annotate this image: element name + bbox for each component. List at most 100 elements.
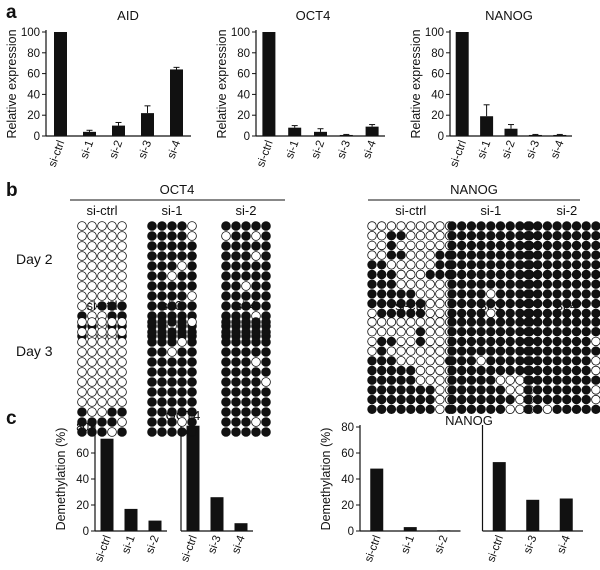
unmethylated-cpg	[396, 327, 406, 337]
methylated-cpg	[571, 230, 582, 241]
methylated-cpg	[542, 346, 553, 356]
methylated-cpg	[167, 417, 177, 427]
unmethylated-cpg	[251, 357, 261, 367]
methylated-cpg	[505, 336, 515, 347]
methylated-cpg	[221, 377, 231, 387]
methylated-cpg	[221, 327, 231, 337]
methylated-cpg	[261, 221, 271, 231]
methylated-cpg	[591, 327, 600, 337]
methylated-cpg	[581, 289, 591, 299]
x-tick-label: si-1	[120, 534, 138, 556]
methylated-cpg	[476, 327, 486, 337]
methylated-cpg	[581, 394, 591, 405]
methylated-cpg	[147, 427, 157, 437]
unmethylated-cpg	[87, 231, 97, 241]
methylated-cpg	[505, 240, 515, 251]
methylated-cpg	[177, 327, 187, 337]
unmethylated-cpg	[415, 289, 426, 299]
methylated-cpg	[167, 407, 177, 417]
unmethylated-cpg	[425, 230, 435, 241]
methylated-cpg	[177, 407, 187, 417]
y-tick-label: 100	[425, 27, 444, 39]
methylated-cpg	[495, 279, 506, 289]
grid-nanog-day3-1: si-ctrl	[367, 298, 455, 415]
methylated-cpg	[386, 336, 397, 347]
methylated-cpg	[542, 240, 553, 251]
unmethylated-cpg	[396, 317, 406, 327]
methylated-cpg	[591, 279, 600, 289]
methylated-cpg	[447, 375, 457, 385]
methylated-cpg	[571, 317, 582, 327]
methylated-cpg	[261, 337, 271, 347]
unmethylated-cpg	[406, 250, 416, 260]
y-tick-label: 40	[341, 474, 354, 486]
bar	[559, 498, 573, 531]
methylated-cpg	[476, 221, 486, 231]
methylated-cpg	[533, 240, 543, 251]
unmethylated-cpg	[77, 281, 87, 291]
methylated-cpg	[486, 230, 496, 241]
unmethylated-cpg	[117, 221, 127, 231]
methylated-cpg	[167, 231, 177, 241]
methylated-cpg	[221, 407, 231, 417]
methylated-cpg	[571, 269, 582, 280]
unmethylated-cpg	[107, 251, 117, 261]
methylated-cpg	[447, 336, 457, 347]
methylated-cpg	[466, 230, 477, 241]
methylated-cpg	[367, 298, 377, 309]
methylated-cpg	[447, 260, 457, 270]
y-tick-label: 60	[27, 69, 40, 81]
methylated-cpg	[562, 356, 572, 366]
methylated-cpg	[147, 291, 157, 301]
methylated-cpg	[241, 271, 251, 281]
methylated-cpg	[396, 375, 406, 385]
methylated-cpg	[457, 250, 467, 260]
methylated-cpg	[425, 269, 435, 280]
methylated-cpg	[386, 356, 397, 366]
methylated-cpg	[241, 387, 251, 397]
methylated-cpg	[157, 337, 167, 347]
methylated-cpg	[167, 317, 177, 327]
methylated-cpg	[157, 347, 167, 357]
methylated-cpg	[241, 337, 251, 347]
unmethylated-cpg	[107, 317, 117, 327]
methylated-cpg	[562, 317, 572, 327]
methylated-cpg	[251, 407, 261, 417]
methylated-cpg	[377, 365, 387, 376]
unmethylated-cpg	[97, 317, 107, 327]
methylated-cpg	[552, 336, 562, 347]
unmethylated-cpg	[87, 407, 97, 417]
methylated-cpg	[167, 337, 177, 347]
methylated-cpg	[457, 404, 467, 415]
x-tick-label: si-4	[549, 138, 567, 160]
unmethylated-cpg	[87, 271, 97, 281]
unmethylated-cpg	[97, 407, 107, 417]
grid-column-label: si-1	[162, 203, 183, 218]
grid-column-label: si-3	[162, 298, 183, 313]
unmethylated-cpg	[97, 367, 107, 377]
unmethylated-cpg	[396, 336, 406, 347]
unmethylated-cpg	[406, 346, 416, 356]
unmethylated-cpg	[435, 221, 445, 231]
methylated-cpg	[523, 346, 533, 356]
unmethylated-cpg	[425, 279, 435, 289]
methylated-cpg	[231, 301, 241, 311]
methylated-cpg	[581, 317, 591, 327]
methylated-cpg	[386, 298, 397, 309]
methylated-cpg	[533, 298, 543, 309]
methylated-cpg	[147, 241, 157, 251]
unmethylated-cpg	[167, 271, 177, 281]
methylated-cpg	[552, 260, 562, 270]
panel-label-b: b	[6, 180, 18, 201]
unmethylated-cpg	[415, 365, 426, 376]
methylated-cpg	[177, 251, 187, 261]
methylated-cpg	[415, 327, 426, 337]
panel-label-a: a	[6, 2, 17, 23]
methylated-cpg	[187, 241, 197, 251]
bar	[314, 131, 327, 136]
y-axis-label: Relative expression	[215, 29, 229, 138]
methylated-cpg	[396, 365, 406, 376]
methylated-cpg	[591, 346, 600, 356]
methylated-cpg	[447, 317, 457, 327]
unmethylated-cpg	[107, 377, 117, 387]
